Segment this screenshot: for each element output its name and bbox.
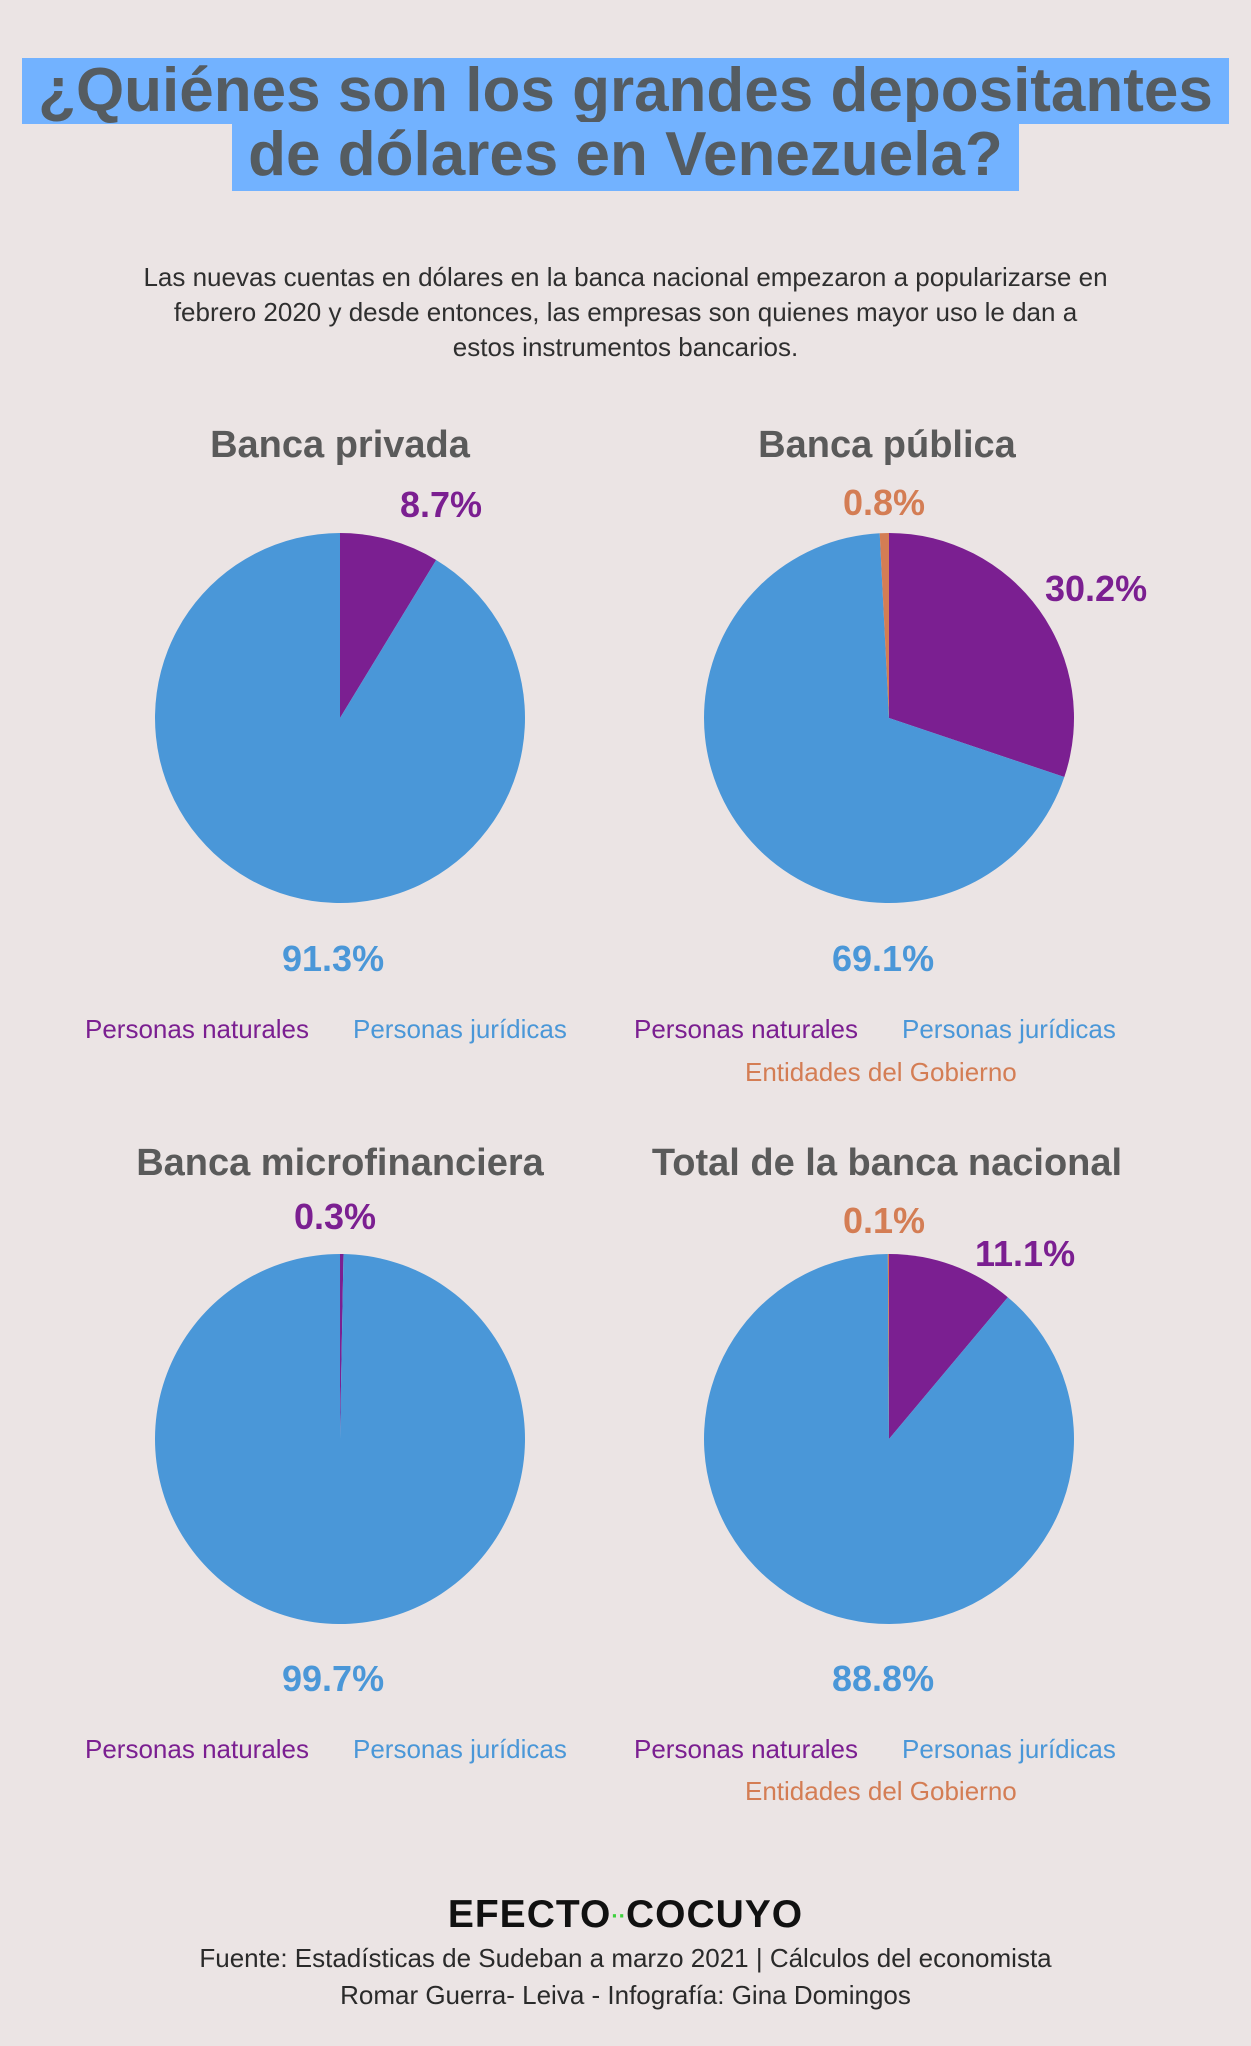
title-line-1: ¿Quiénes son los grandes depositantes xyxy=(22,58,1229,124)
chart-title-total-banca-nacional: Total de la banca nacional xyxy=(651,1142,1123,1184)
label-juridicas-banca-privada: 91.3% xyxy=(282,938,385,979)
pie-chart-banca-publica xyxy=(704,533,1074,903)
pie-slice-naturales-banca-publica xyxy=(889,533,1074,778)
subtitle-line-1: Las nuevas cuentas en dólares en la banc… xyxy=(143,262,1108,292)
label-gobierno-banca-publica: 0.8% xyxy=(843,482,926,523)
label-juridicas-banca-publica: 69.1% xyxy=(832,938,935,979)
legend-juridicas-banca-microfinanciera: Personas jurídicas xyxy=(353,1734,567,1764)
source-credits: Fuente: Estadísticas de Sudeban a marzo … xyxy=(0,1940,1251,2014)
brand-logo: EFECTO··COCUYO xyxy=(0,1893,1251,1937)
label-naturales-banca-publica: 30.2% xyxy=(1045,568,1148,609)
chart-title-banca-privada: Banca privada xyxy=(210,424,470,466)
label-naturales-total-banca-nacional: 11.1% xyxy=(975,1233,1076,1274)
pie-chart-banca-privada xyxy=(154,533,525,903)
legend-naturales-total-banca-nacional: Personas naturales xyxy=(634,1734,859,1764)
pie-chart-banca-microfinanciera xyxy=(155,1254,525,1624)
brand-logo-right: COCUYO xyxy=(625,1893,804,1936)
label-naturales-banca-microfinanciera: 0.3% xyxy=(294,1196,377,1237)
pie-slice-gobierno-banca-publica xyxy=(879,533,889,718)
legend-gobierno-total-banca-nacional: Entidades del Gobierno xyxy=(745,1776,1017,1806)
pie-slice-juridicas-banca-privada xyxy=(154,533,525,903)
source-line-1: Fuente: Estadísticas de Sudeban a marzo … xyxy=(199,1943,1052,1973)
pie-slice-naturales-banca-privada xyxy=(340,533,437,718)
title-line-2: de dólares en Venezuela? xyxy=(232,122,1019,191)
label-juridicas-total-banca-nacional: 88.8% xyxy=(832,1658,935,1699)
pie-chart-total-banca-nacional xyxy=(704,1254,1074,1624)
brand-logo-left: EFECTO xyxy=(447,1893,612,1936)
label-naturales-banca-privada: 8.7% xyxy=(400,484,483,525)
legend-gobierno-banca-publica: Entidades del Gobierno xyxy=(745,1057,1017,1087)
page-title: ¿Quiénes son los grandes depositantes de… xyxy=(0,58,1251,191)
legend-juridicas-banca-publica: Personas jurídicas xyxy=(902,1014,1116,1044)
pie-slice-naturales-banca-microfinanciera xyxy=(340,1254,344,1439)
pie-slice-juridicas-total-banca-nacional xyxy=(704,1254,1074,1624)
legend-naturales-banca-publica: Personas naturales xyxy=(634,1014,859,1044)
subtitle-line-2: febrero 2020 y desde entonces, las empre… xyxy=(173,297,1078,327)
subtitle-line-3: estos instrumentos bancarios. xyxy=(452,332,799,362)
label-juridicas-banca-microfinanciera: 99.7% xyxy=(282,1658,385,1699)
legend-juridicas-total-banca-nacional: Personas jurídicas xyxy=(902,1734,1116,1764)
pie-slice-naturales-total-banca-nacional xyxy=(889,1254,1008,1439)
pie-slice-juridicas-banca-microfinanciera xyxy=(155,1254,525,1624)
label-gobierno-total-banca-nacional: 0.1% xyxy=(843,1200,926,1241)
brand-logo-dots: ·· xyxy=(611,1903,626,1929)
source-line-2: Romar Guerra- Leiva - Infografía: Gina D… xyxy=(340,1980,911,2010)
pie-slice-juridicas-banca-publica xyxy=(704,533,1065,903)
chart-title-banca-publica: Banca pública xyxy=(758,424,1016,466)
subtitle: Las nuevas cuentas en dólares en la banc… xyxy=(80,260,1171,365)
legend-naturales-banca-privada: Personas naturales xyxy=(85,1014,310,1044)
legend-juridicas-banca-privada: Personas jurídicas xyxy=(353,1014,567,1044)
chart-title-banca-microfinanciera: Banca microfinanciera xyxy=(136,1142,544,1184)
pie-slice-gobierno-total-banca-nacional xyxy=(887,1254,889,1439)
legend-naturales-banca-microfinanciera: Personas naturales xyxy=(85,1734,310,1764)
